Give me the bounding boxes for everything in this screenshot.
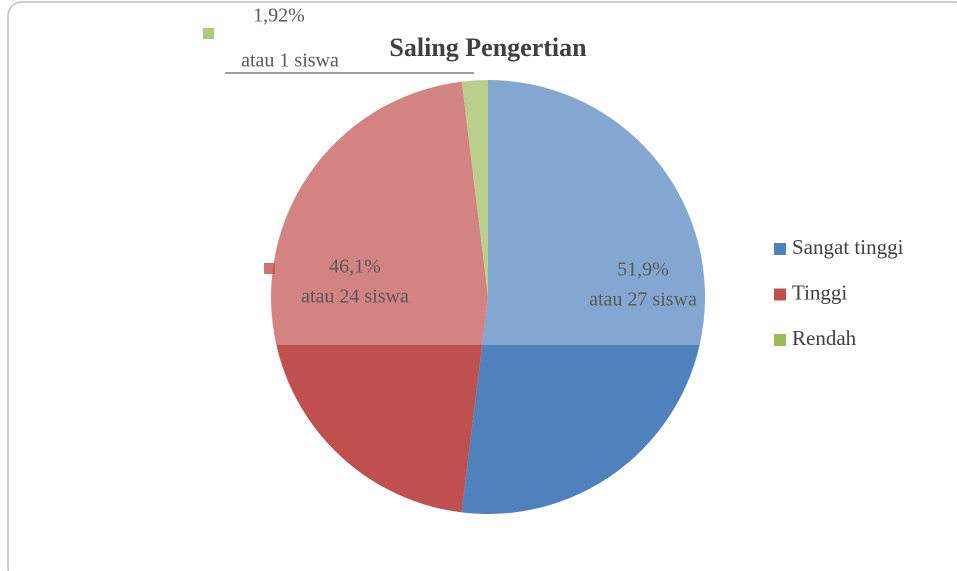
legend-label: Rendah	[792, 326, 857, 350]
data-label-note: atau 1 siswa	[241, 50, 339, 72]
legend-label: Sangat tinggi	[792, 235, 904, 259]
pie-slice	[270, 81, 488, 513]
legend-label: Tinggi	[792, 280, 847, 304]
data-label: 1,92%	[253, 5, 305, 27]
data-label-note: atau 27 siswa	[589, 289, 697, 311]
data-label-note: atau 24 siswa	[301, 286, 409, 308]
label-key	[203, 28, 214, 39]
pie	[270, 80, 705, 514]
legend-key	[774, 288, 786, 301]
chart-title: Saling Pengertian	[389, 33, 587, 62]
legend-key	[774, 243, 786, 255]
legend-key	[774, 334, 786, 346]
watermark-overlay	[260, 70, 720, 345]
data-label: 46,1%	[329, 256, 381, 278]
pie-slice	[461, 80, 488, 297]
pie-slice	[461, 80, 705, 514]
data-label: 51,9%	[617, 259, 669, 281]
label-key	[264, 263, 275, 274]
